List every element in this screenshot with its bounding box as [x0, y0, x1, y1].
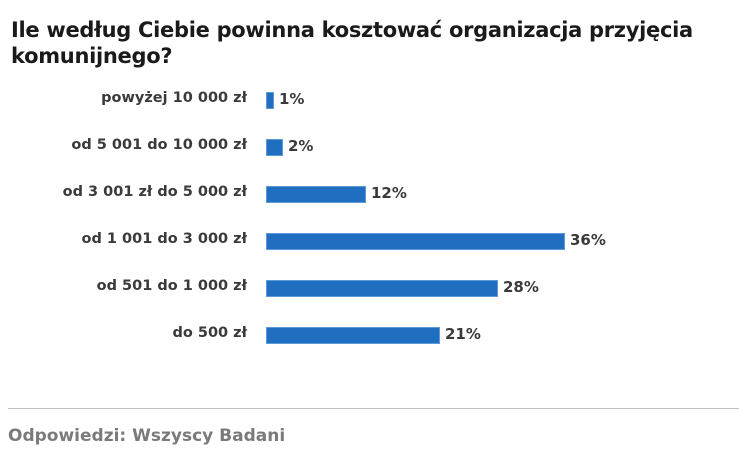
category-label: do 500 zł [172, 325, 247, 341]
category-label: od 501 do 1 000 zł [96, 278, 247, 294]
value-label: 36% [570, 231, 606, 249]
bar [266, 92, 274, 109]
bar-row: od 5 001 do 10 000 zł 2% [0, 137, 739, 156]
value-label: 21% [445, 325, 481, 343]
bar [266, 139, 283, 156]
bar-row: powyżej 10 000 zł 1% [0, 90, 739, 109]
bar [266, 327, 440, 344]
bar-row: od 3 001 zł do 5 000 zł 12% [0, 184, 739, 203]
divider [8, 408, 739, 409]
bar-row: od 501 do 1 000 zł 28% [0, 278, 739, 297]
bar-row: od 1 001 do 3 000 zł 36% [0, 231, 739, 250]
bar [266, 280, 498, 297]
category-label: powyżej 10 000 zł [101, 90, 247, 106]
bar [266, 233, 565, 250]
chart-title: Ile według Ciebie powinna kosztować orga… [11, 18, 693, 68]
category-label: od 1 001 do 3 000 zł [81, 231, 247, 247]
category-label: od 5 001 do 10 000 zł [71, 137, 247, 153]
respondents-note: Odpowiedzi: Wszyscy Badani [8, 426, 286, 446]
category-label: od 3 001 zł do 5 000 zł [62, 184, 247, 200]
value-label: 12% [371, 184, 407, 202]
value-label: 28% [503, 278, 539, 296]
value-label: 2% [288, 137, 314, 155]
value-label: 1% [279, 90, 305, 108]
bar-row: do 500 zł 21% [0, 325, 739, 344]
bar [266, 186, 366, 203]
